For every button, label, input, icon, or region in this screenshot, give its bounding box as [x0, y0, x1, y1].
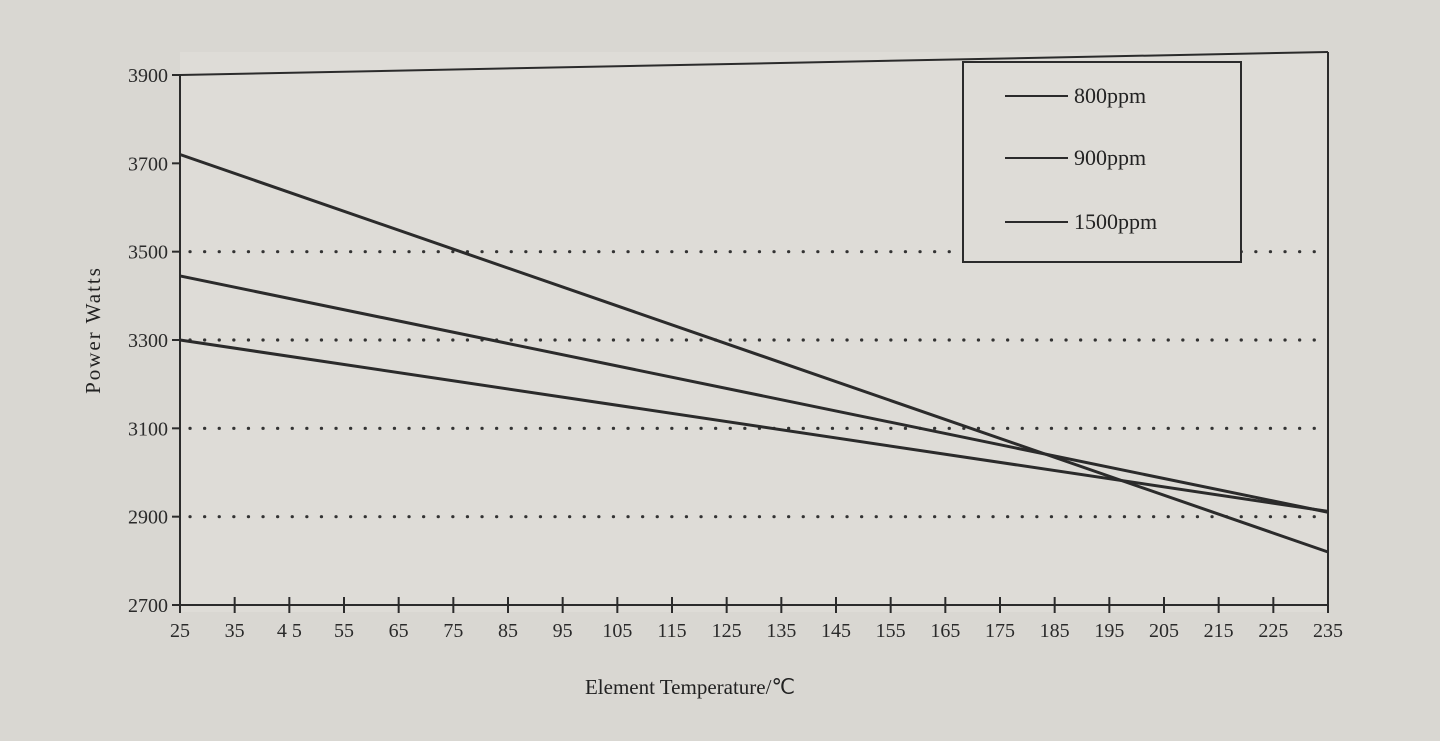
- x-tick-label: 195: [1094, 620, 1124, 642]
- series-line-3: [179, 338, 1329, 513]
- x-tick-label: 75: [443, 620, 463, 642]
- x-tick-label: 235: [1313, 620, 1343, 642]
- axis-ticks: [172, 74, 1329, 613]
- y-axis-title: Power Watts: [81, 266, 105, 394]
- x-tick-label: 65: [389, 620, 409, 642]
- y-tick-label: 2700: [128, 595, 168, 617]
- legend-label-1: 800ppm: [1074, 83, 1146, 108]
- x-tick-label: 215: [1204, 620, 1234, 642]
- x-tick-label: 85: [498, 620, 518, 642]
- x-tick-label: 135: [766, 620, 796, 642]
- legend-label-3: 1500ppm: [1074, 209, 1157, 234]
- y-tick-label: 3100: [128, 418, 168, 440]
- series-line-1: [179, 153, 1329, 554]
- x-tick-label: 175: [985, 620, 1015, 642]
- y-tick-label: 3700: [128, 153, 168, 175]
- x-tick-label: 165: [930, 620, 960, 642]
- y-tick-label: 3300: [128, 330, 168, 352]
- x-tick-label: 225: [1258, 620, 1288, 642]
- legend-label-2: 900ppm: [1074, 145, 1146, 170]
- x-tick-label: 115: [657, 620, 686, 642]
- x-tick-label: 205: [1149, 620, 1179, 642]
- y-tick-label: 2900: [128, 507, 168, 529]
- x-tick-label: 105: [602, 620, 632, 642]
- x-axis-title: Element Temperature/℃: [585, 675, 795, 699]
- x-tick-label: 35: [225, 620, 245, 642]
- x-tick-label: 145: [821, 620, 851, 642]
- series-line-2: [179, 274, 1329, 514]
- x-tick-label: 155: [876, 620, 906, 642]
- legend: 800ppm 900ppm 1500ppm: [962, 61, 1242, 263]
- x-tick-label: 125: [712, 620, 742, 642]
- x-tick-label: 4 5: [277, 620, 302, 642]
- y-tick-label: 3900: [128, 65, 168, 87]
- tick-labels: 25 35 4 5 55 65 75 85 95 105 115 125 135 145 155 165 17…: [128, 65, 1343, 642]
- series-lines: [179, 153, 1329, 554]
- x-tick-label: 55: [334, 620, 354, 642]
- x-tick-label: 95: [553, 620, 573, 642]
- grid-lines: [188, 250, 1322, 519]
- x-tick-label: 25: [170, 620, 190, 642]
- x-tick-label: 185: [1040, 620, 1070, 642]
- y-tick-label: 3500: [128, 242, 168, 264]
